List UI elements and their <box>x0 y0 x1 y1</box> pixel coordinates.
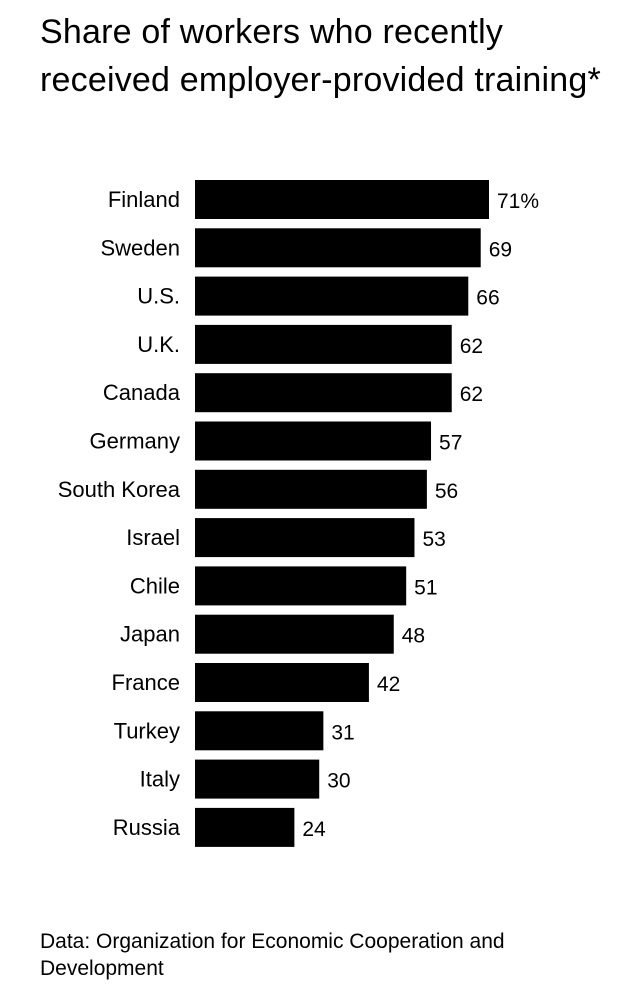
value-label: 56 <box>435 480 458 503</box>
bar <box>195 663 369 702</box>
bar <box>195 759 320 799</box>
category-label: Germany <box>90 429 180 454</box>
value-label: 66 <box>476 287 499 310</box>
value-label: 69 <box>489 238 512 261</box>
value-label: 31 <box>331 721 354 744</box>
category-label: South Korea <box>58 477 181 502</box>
category-label: Finland <box>108 187 180 212</box>
bar <box>195 469 427 509</box>
category-label: Chile <box>130 573 180 598</box>
category-label: Turkey <box>114 718 180 743</box>
bar <box>195 807 295 847</box>
bar <box>195 373 452 413</box>
value-label: 30 <box>327 770 350 793</box>
chart-title: Share of workers who recently received e… <box>40 13 601 99</box>
category-label: Japan <box>120 622 180 647</box>
bar-chart: Finland 71% Sweden 69 U.S. 66 U.K. 62 Canada 62 Ge… <box>58 180 539 847</box>
bar <box>195 518 415 558</box>
bar <box>195 614 394 654</box>
bar <box>195 276 469 316</box>
category-label: Russia <box>113 815 181 840</box>
bar <box>195 421 432 461</box>
bar <box>195 566 407 606</box>
category-label: Sweden <box>100 235 180 260</box>
bar <box>195 711 324 751</box>
category-label: U.K. <box>137 332 180 357</box>
value-label: 57 <box>439 432 462 455</box>
value-label: 48 <box>402 625 425 648</box>
bar <box>195 180 489 219</box>
value-label: 53 <box>422 528 445 551</box>
value-label: 62 <box>460 335 483 358</box>
value-label: 42 <box>377 673 400 696</box>
value-label: 62 <box>460 383 483 406</box>
value-label: 51 <box>414 576 437 599</box>
value-label: 71% <box>497 190 539 213</box>
category-label: Italy <box>140 767 180 792</box>
category-label: U.S. <box>137 284 180 309</box>
category-label: France <box>112 670 180 695</box>
value-label: 24 <box>302 818 326 841</box>
bar <box>195 324 452 364</box>
source-note: Data: Organization for Economic Cooperat… <box>40 930 505 980</box>
bars-group: Finland 71% Sweden 69 U.S. 66 U.K. 62 Canada 62 Ge… <box>58 180 539 847</box>
bar <box>195 228 481 268</box>
category-label: Canada <box>103 380 181 405</box>
category-label: Israel <box>126 525 180 550</box>
